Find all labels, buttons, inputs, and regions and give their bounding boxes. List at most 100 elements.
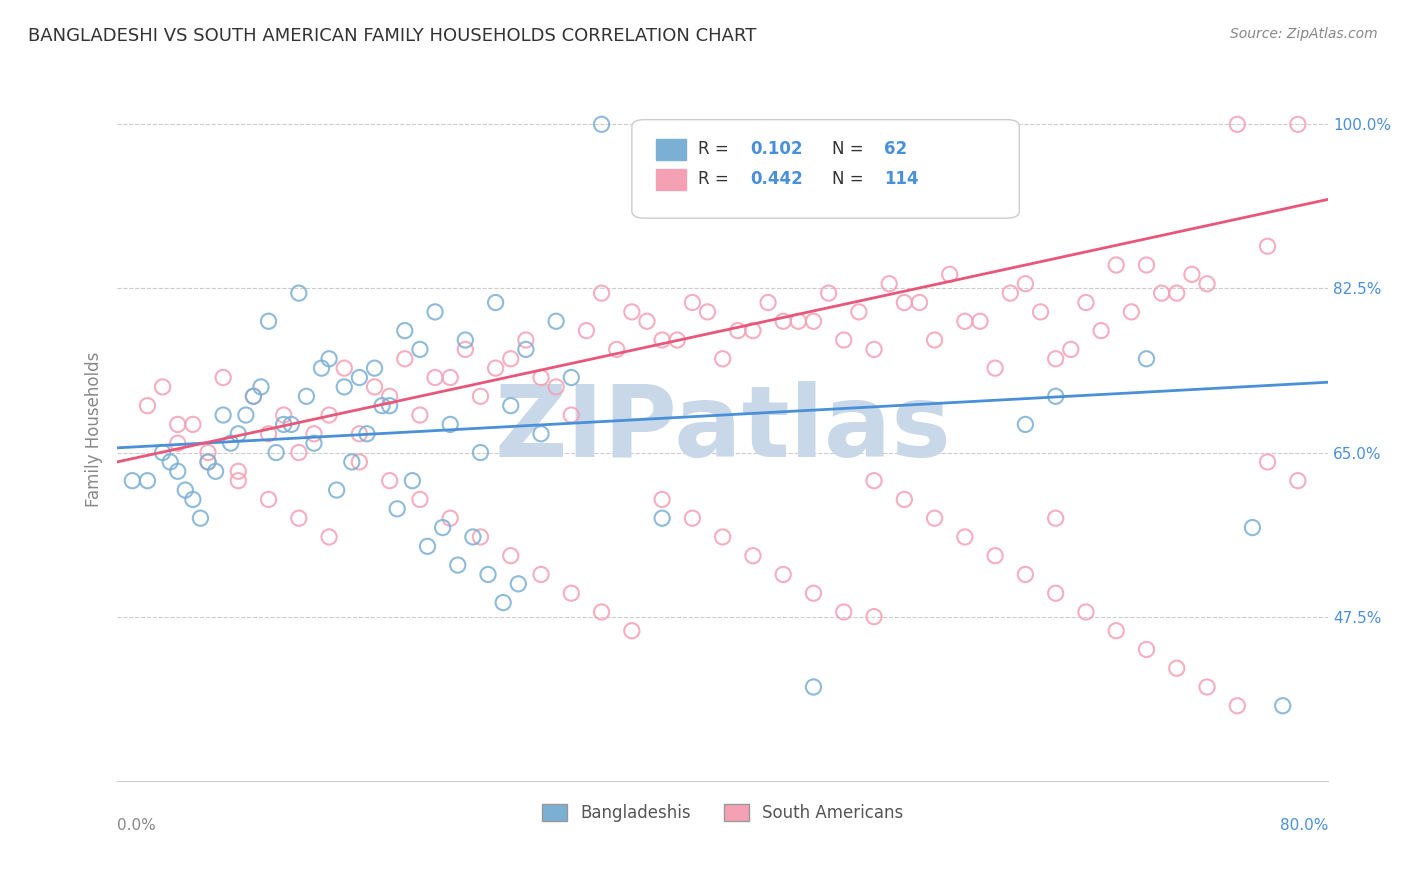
Point (416, 539, 439, 553)
Point (197, 445, 219, 459)
Point (409, 343, 432, 357)
Point (560, 408, 582, 422)
Point (432, 520, 454, 534)
Legend: Bangladeshis, South Americans: Bangladeshis, South Americans (536, 797, 910, 829)
Point (439, 370, 461, 384)
Point (242, 389, 264, 403)
Point (257, 314, 280, 328)
Point (1226, 698, 1249, 713)
Point (181, 417, 204, 432)
Point (356, 426, 378, 441)
Point (181, 492, 204, 507)
Point (226, 474, 249, 488)
Point (423, 370, 446, 384)
Point (401, 474, 423, 488)
Point (530, 370, 553, 384)
Text: N =: N = (832, 140, 869, 158)
Point (363, 361, 385, 376)
Point (333, 380, 356, 394)
Point (681, 295, 703, 310)
Point (499, 549, 522, 563)
Point (727, 324, 749, 338)
Point (470, 445, 492, 459)
Point (787, 314, 810, 328)
Text: 0.102: 0.102 (751, 140, 803, 158)
Point (863, 609, 886, 624)
Point (575, 324, 598, 338)
Point (832, 605, 855, 619)
Point (1135, 258, 1157, 272)
Point (204, 464, 226, 478)
Point (295, 389, 318, 403)
Point (378, 474, 401, 488)
Point (470, 530, 492, 544)
Point (318, 408, 340, 422)
Point (226, 426, 249, 441)
Text: N =: N = (832, 170, 869, 188)
Point (378, 399, 401, 413)
Text: R =: R = (699, 170, 734, 188)
Point (893, 492, 915, 507)
Point (454, 343, 477, 357)
Point (439, 511, 461, 525)
Point (546, 314, 568, 328)
Point (832, 333, 855, 347)
Point (803, 314, 825, 328)
Point (560, 586, 582, 600)
Point (508, 577, 530, 591)
Point (938, 268, 960, 282)
Text: 80.0%: 80.0% (1279, 818, 1329, 833)
Point (212, 370, 235, 384)
Point (371, 399, 394, 413)
Point (121, 474, 143, 488)
Point (349, 455, 371, 469)
Point (1195, 277, 1218, 291)
Point (530, 426, 553, 441)
Point (1257, 455, 1279, 469)
Point (349, 426, 371, 441)
Point (1014, 277, 1036, 291)
Point (772, 314, 794, 328)
Point (651, 492, 673, 507)
Point (1226, 117, 1249, 131)
Point (152, 380, 174, 394)
Point (409, 408, 432, 422)
Point (1286, 474, 1309, 488)
Point (772, 567, 794, 582)
Text: BANGLADESHI VS SOUTH AMERICAN FAMILY HOUSEHOLDS CORRELATION CHART: BANGLADESHI VS SOUTH AMERICAN FAMILY HOU… (28, 27, 756, 45)
Point (924, 511, 946, 525)
Point (242, 389, 264, 403)
Point (1105, 258, 1128, 272)
Point (924, 333, 946, 347)
Point (288, 445, 311, 459)
Point (363, 380, 385, 394)
Point (742, 324, 765, 338)
Point (264, 445, 287, 459)
Point (1105, 624, 1128, 638)
Point (530, 567, 553, 582)
Point (1166, 661, 1188, 675)
Point (302, 436, 325, 450)
Point (280, 417, 302, 432)
Point (1135, 642, 1157, 657)
Point (454, 333, 477, 347)
Point (560, 370, 582, 384)
Point (423, 305, 446, 319)
Point (863, 343, 886, 357)
Point (803, 680, 825, 694)
Point (803, 586, 825, 600)
Point (499, 351, 522, 366)
Point (325, 483, 347, 497)
Point (696, 305, 718, 319)
Point (378, 389, 401, 403)
Point (461, 530, 484, 544)
Point (288, 286, 311, 301)
Point (477, 567, 499, 582)
Point (515, 343, 537, 357)
Point (1074, 605, 1097, 619)
Point (166, 417, 188, 432)
Text: 0.442: 0.442 (751, 170, 803, 188)
Point (681, 511, 703, 525)
Point (1195, 680, 1218, 694)
Point (250, 380, 273, 394)
